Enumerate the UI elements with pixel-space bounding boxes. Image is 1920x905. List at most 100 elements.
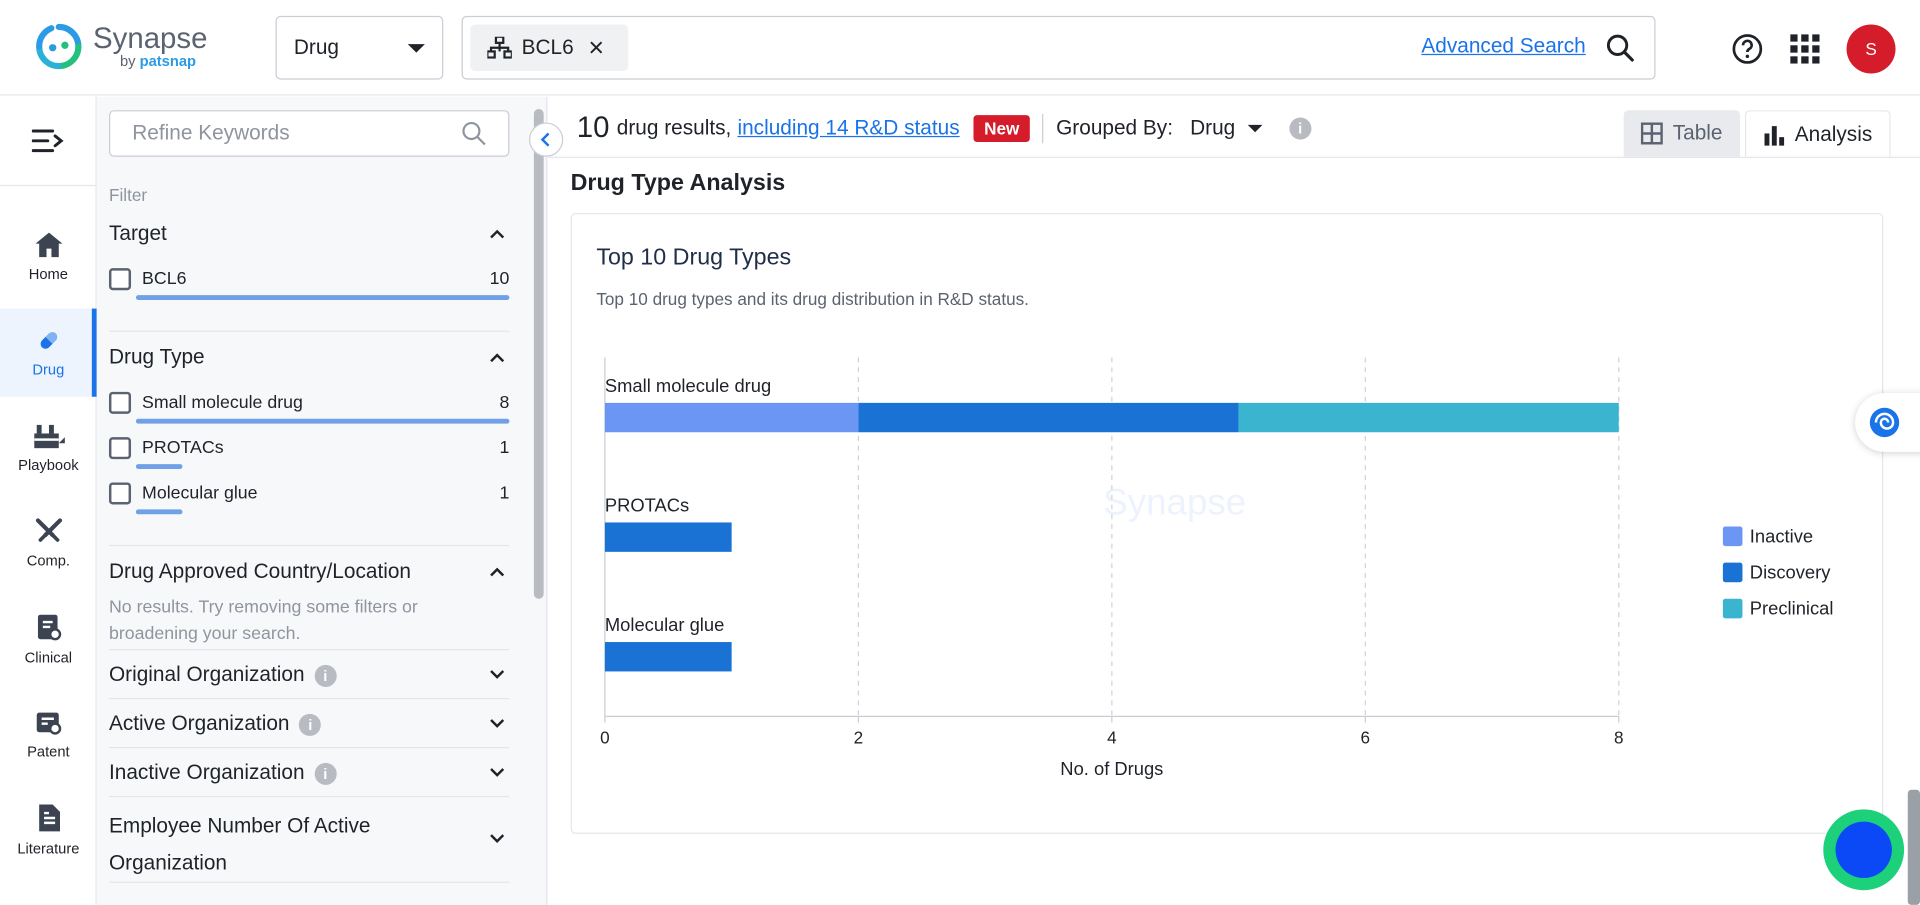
chevron-down-icon[interactable] — [489, 830, 506, 847]
info-icon[interactable]: i — [1289, 118, 1311, 140]
search-type-select[interactable]: Drug — [276, 16, 444, 80]
table-icon — [1641, 122, 1663, 144]
legend-swatch — [1723, 563, 1743, 583]
chevron-down-icon[interactable] — [489, 764, 506, 781]
ai-assistant-button[interactable] — [1855, 393, 1920, 452]
filter-inactive-org-title[interactable]: Inactive Organizationi — [109, 760, 336, 784]
chevron-up-icon[interactable] — [489, 563, 506, 580]
grouped-by-select[interactable]: Drug i — [1190, 116, 1311, 140]
nav-item-home[interactable]: Home — [0, 213, 97, 301]
filter-drug-type-title[interactable]: Drug Type — [109, 345, 205, 369]
x-axis-label: No. of Drugs — [1060, 758, 1163, 779]
filter-employee-number-title[interactable]: Employee Number Of Active Organization — [109, 808, 427, 881]
x-tick-label: 4 — [1107, 727, 1117, 747]
info-icon[interactable]: i — [299, 713, 321, 735]
clipboard-icon — [35, 612, 62, 641]
chevron-down-icon[interactable] — [489, 666, 506, 683]
caret-down-icon — [408, 43, 425, 52]
filter-option-small-molecule[interactable]: Small molecule drug 8 — [109, 389, 509, 416]
toolbox-icon — [32, 422, 64, 449]
left-nav: Home Drug Playbook Comp. Clinical Patent… — [0, 97, 97, 905]
chevron-down-icon[interactable] — [489, 715, 506, 732]
divider — [1043, 114, 1044, 143]
divider — [109, 545, 509, 546]
nav-expand-button[interactable] — [0, 97, 96, 186]
chip-close-icon[interactable]: × — [588, 32, 604, 64]
filter-target-title[interactable]: Target — [109, 222, 167, 246]
result-count: 10 — [577, 111, 610, 145]
count-bar — [136, 464, 183, 469]
main-content: 10 drug results, including 14 R&D status… — [549, 97, 1920, 905]
bar-chart-icon — [1763, 123, 1785, 145]
legend-swatch — [1723, 527, 1743, 547]
nav-item-drug[interactable]: Drug — [0, 309, 97, 397]
view-tabs: Table Analysis — [1624, 110, 1891, 157]
filter-scrollbar[interactable] — [534, 109, 544, 599]
grouped-by-label: Grouped By: — [1056, 116, 1173, 140]
no-results-text: No results. Try removing some filters or… — [109, 594, 476, 648]
filter-active-org-title[interactable]: Active Organizationi — [109, 711, 321, 735]
filter-panel: Refine Keywords Filter Target BCL6 10 Dr… — [97, 97, 548, 905]
nav-item-comp[interactable]: Comp. — [0, 500, 97, 588]
filter-option-protacs[interactable]: PROTACs 1 — [109, 435, 509, 462]
chip-label: BCL6 — [522, 36, 574, 60]
legend-label: Inactive — [1750, 525, 1813, 546]
synapse-logo[interactable]: Synapse by patsnap — [34, 22, 207, 71]
legend-label: Preclinical — [1750, 598, 1834, 619]
bar-preclinical — [1239, 403, 1619, 432]
filter-original-org-title[interactable]: Original Organizationi — [109, 662, 336, 686]
divider — [549, 157, 1920, 158]
filter-option-bcl6[interactable]: BCL6 10 — [109, 266, 509, 293]
search-box[interactable]: BCL6 × Advanced Search — [462, 16, 1656, 80]
collapse-filter-button[interactable] — [529, 122, 563, 156]
checkbox[interactable] — [109, 437, 131, 459]
info-icon[interactable]: i — [314, 762, 336, 784]
rd-status-link[interactable]: including 14 R&D status — [737, 116, 959, 140]
x-tick-label: 8 — [1614, 727, 1624, 747]
nav-item-clinical[interactable]: Clinical — [0, 595, 97, 683]
x-tick-label: 2 — [854, 727, 864, 747]
page-scrollbar[interactable] — [1908, 790, 1920, 905]
divider — [109, 882, 509, 883]
bar-discovery — [605, 642, 732, 671]
menu-expand-icon — [32, 129, 64, 153]
chevron-up-icon[interactable] — [489, 225, 506, 242]
checkbox[interactable] — [109, 392, 131, 414]
top-header: Synapse by patsnap Drug BCL6 × Advanced … — [0, 0, 1920, 96]
advanced-search-link[interactable]: Advanced Search — [1421, 34, 1585, 58]
count-bar — [136, 509, 183, 514]
category-label: PROTACs — [605, 494, 689, 515]
divider — [109, 796, 509, 797]
info-icon[interactable]: i — [314, 664, 336, 686]
results-summary: 10 drug results, including 14 R&D status… — [577, 111, 1311, 145]
ai-swirl-icon — [1867, 405, 1901, 439]
help-icon[interactable] — [1731, 33, 1763, 65]
user-avatar[interactable]: S — [1847, 24, 1896, 73]
checkbox[interactable] — [109, 482, 131, 504]
apps-grid-icon[interactable] — [1790, 34, 1819, 63]
refine-keywords-input[interactable]: Refine Keywords — [109, 110, 509, 157]
synapse-logo-icon — [34, 22, 83, 71]
search-icon[interactable] — [462, 121, 486, 145]
nav-item-literature[interactable]: Literature — [0, 786, 97, 874]
new-badge: New — [973, 115, 1030, 142]
filter-approved-country-title[interactable]: Drug Approved Country/Location — [109, 560, 411, 584]
caret-down-icon — [1248, 125, 1263, 132]
search-icon[interactable] — [1605, 33, 1634, 62]
tab-analysis[interactable]: Analysis — [1745, 110, 1891, 157]
search-chip-bcl6[interactable]: BCL6 × — [470, 24, 628, 71]
chat-assistant-button[interactable] — [1823, 809, 1904, 890]
nav-item-playbook[interactable]: Playbook — [0, 404, 97, 492]
checkbox[interactable] — [109, 268, 131, 290]
filter-option-molecular-glue[interactable]: Molecular glue 1 — [109, 480, 509, 507]
count-bar — [136, 295, 509, 300]
divider — [109, 331, 509, 332]
chat-bubble-icon — [1836, 822, 1892, 878]
bar-inactive — [605, 403, 858, 432]
home-icon — [34, 231, 63, 258]
tab-table[interactable]: Table — [1624, 110, 1740, 157]
document-icon — [36, 803, 60, 832]
nav-item-patent[interactable]: Patent — [0, 691, 97, 779]
chevron-up-icon[interactable] — [489, 349, 506, 366]
drug-type-bar-chart: Synapse02468No. of DrugsSmall molecule d… — [572, 214, 1885, 835]
